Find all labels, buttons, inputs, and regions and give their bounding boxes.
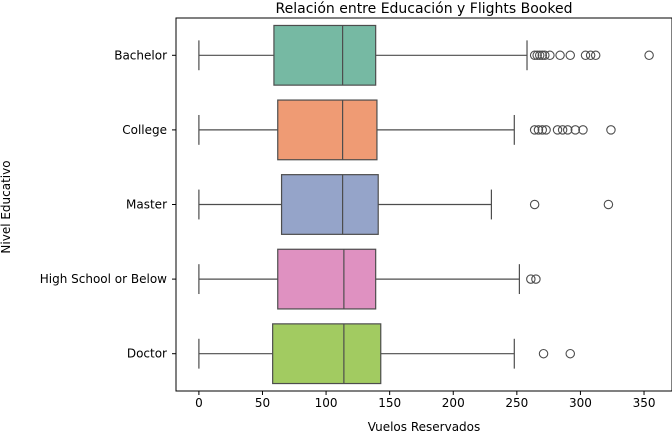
iqr-box: [272, 323, 382, 385]
outlier-point: [538, 348, 549, 359]
outlier-point: [578, 125, 588, 135]
x-tick-label: 50: [255, 396, 270, 410]
outlier-point: [531, 274, 541, 284]
box-group-doctor: [198, 323, 576, 385]
outlier-point: [541, 125, 551, 135]
outlier-point: [552, 125, 563, 135]
outlier-point: [590, 50, 601, 61]
y-tick-label: High School or Below: [40, 272, 167, 286]
box-group-college: [198, 99, 616, 161]
outlier-point: [565, 348, 576, 359]
outlier-point: [537, 50, 548, 61]
outlier-point: [603, 199, 614, 210]
y-tick-label: College: [122, 123, 167, 137]
outlier-point: [537, 125, 548, 135]
outlier-point: [585, 50, 596, 61]
x-tick-label: 0: [195, 396, 203, 410]
box-group-high-school-or-below: [198, 248, 541, 310]
outlier-point: [644, 50, 654, 61]
x-tick-label: 300: [569, 396, 592, 410]
outlier-point: [532, 50, 542, 61]
outlier-point: [529, 199, 540, 210]
outlier-point: [562, 125, 573, 135]
outlier-point: [570, 125, 581, 135]
x-tick-label: 150: [378, 396, 401, 410]
outlier-point: [540, 50, 550, 61]
outlier-point: [580, 50, 591, 61]
y-tick-label: Master: [126, 198, 167, 212]
box-group-master: [198, 174, 614, 235]
plot-area: [175, 17, 672, 392]
iqr-box: [280, 174, 379, 235]
outlier-point: [526, 274, 536, 284]
outlier-point: [606, 125, 616, 135]
x-axis-label: Vuelos Reservados: [368, 420, 481, 434]
outlier-point: [533, 125, 544, 135]
y-tick-label: Bachelor: [114, 48, 167, 62]
box-group-bachelor: [198, 24, 654, 86]
iqr-box: [277, 248, 377, 310]
outlier-point: [529, 50, 540, 61]
chart-title: Relación entre Educación y Flights Booke…: [276, 1, 573, 17]
x-tick-label: 100: [315, 396, 338, 410]
y-axis-label: Nivel Educativo: [0, 160, 13, 253]
x-tick-label: 250: [505, 396, 528, 410]
iqr-box: [273, 24, 377, 86]
outlier-point: [555, 50, 565, 61]
x-axis: 0 50 100 150 200 250 300 350: [195, 391, 655, 410]
iqr-box: [277, 99, 378, 161]
x-tick-label: 350: [633, 396, 656, 410]
outlier-point: [534, 50, 545, 61]
y-axis: Bachelor College Master High School or Belo…: [40, 48, 176, 361]
outlier-point: [557, 125, 568, 135]
outlier-point: [545, 50, 555, 61]
outlier-point: [565, 50, 576, 61]
y-tick-label: Doctor: [127, 347, 167, 361]
x-tick-label: 200: [442, 396, 465, 410]
outlier-point: [529, 125, 540, 135]
